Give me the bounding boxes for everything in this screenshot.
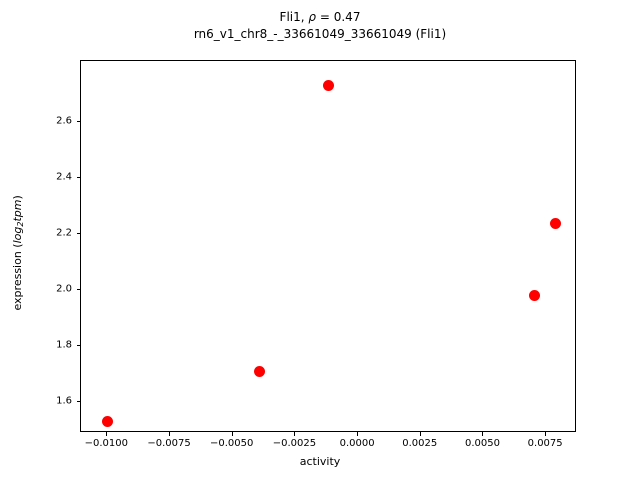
y-axis-tick <box>76 121 80 123</box>
y-axis-label: expression (log2tpm) <box>11 153 25 353</box>
x-axis-tick-label: 0.0025 <box>402 438 438 449</box>
x-axis-tick-label: −0.0100 <box>84 438 129 449</box>
x-axis-tick <box>419 432 421 436</box>
rho-value: = 0.47 <box>319 10 361 24</box>
y-axis-label-prefix: expression ( <box>11 243 25 311</box>
y-axis-tick-label: 1.8 <box>56 339 72 351</box>
y-axis-tick-label: 2.6 <box>56 115 72 127</box>
y-axis-label-math-tail: tpm <box>11 199 25 222</box>
x-axis-tick-label: 0.0000 <box>339 438 375 449</box>
y-axis-tick <box>76 233 80 235</box>
y-axis-tick-label: 2.0 <box>56 283 72 295</box>
y-axis-tick <box>76 289 80 291</box>
data-point <box>550 217 562 229</box>
rho-symbol: ρ <box>308 10 317 24</box>
x-axis-label: activity <box>299 455 341 468</box>
y-axis-tick-label: 1.6 <box>56 395 72 407</box>
plot-data-area <box>81 61 575 431</box>
x-axis-tick <box>545 432 547 436</box>
y-axis-tick <box>76 177 80 179</box>
y-axis-tick-label: 2.4 <box>56 171 72 183</box>
x-axis-tick <box>169 432 171 436</box>
data-point <box>322 80 334 92</box>
y-axis-label-suffix: ) <box>11 195 25 200</box>
x-axis-tick <box>231 432 233 436</box>
y-axis-tick <box>76 345 80 347</box>
chart-title-line-2: rn6_v1_chr8_-_33661049_33661049 (Fli1) <box>193 27 447 41</box>
data-point <box>528 290 540 302</box>
data-point <box>102 416 114 428</box>
chart-title-line-1: Fli1, ρ = 0.47 <box>0 9 640 26</box>
y-axis-label-math-main: log <box>11 226 25 244</box>
chart-title-gene: Fli1, <box>279 10 305 24</box>
x-axis-tick-label: 0.0050 <box>464 438 500 449</box>
y-axis-label-math-sub: 2 <box>15 221 25 227</box>
x-axis-tick-label: −0.0075 <box>147 438 191 449</box>
x-axis-tick-label: 0.0075 <box>527 438 563 449</box>
x-axis-tick-label: −0.0025 <box>272 438 317 449</box>
y-axis-tick-label: 2.2 <box>56 227 72 239</box>
x-axis-tick <box>294 432 296 436</box>
x-axis-tick <box>106 432 108 436</box>
data-point <box>253 365 265 377</box>
y-axis-tick <box>76 401 80 403</box>
x-axis-tick <box>357 432 359 436</box>
plot-axes-frame <box>80 60 576 432</box>
x-axis-tick-label: −0.0050 <box>210 438 254 449</box>
chart-title: Fli1, ρ = 0.47 rn6_v1_chr8_-_33661049_33… <box>0 9 640 43</box>
x-axis-tick <box>482 432 484 436</box>
